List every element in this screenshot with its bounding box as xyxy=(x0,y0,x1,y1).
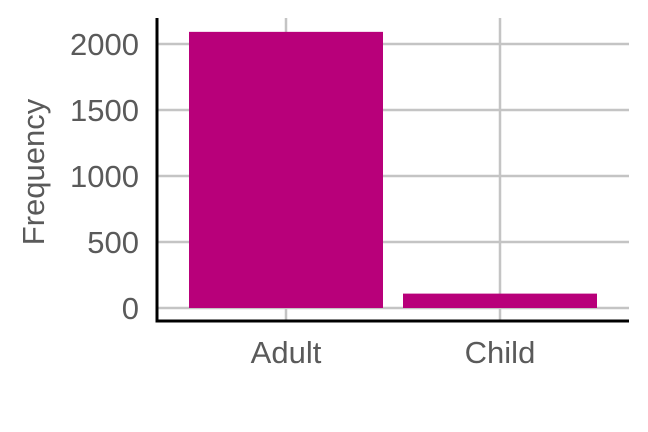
bar-child xyxy=(403,293,597,308)
bars xyxy=(189,31,597,309)
x-tick-label-child: Child xyxy=(465,335,536,370)
x-tick-label-adult: Adult xyxy=(251,335,322,370)
y-tick-label: 2000 xyxy=(70,27,139,62)
y-tick-label: 1000 xyxy=(70,159,139,194)
y-axis-title: Frequency xyxy=(16,98,51,245)
y-tick-label: 500 xyxy=(87,225,139,260)
y-tick-labels: 0 500 1000 1500 2000 xyxy=(70,27,139,326)
x-tick-labels: Adult Child xyxy=(251,335,536,370)
y-tick-label: 0 xyxy=(122,291,139,326)
y-tick-label: 1500 xyxy=(70,93,139,128)
bar-adult xyxy=(189,31,383,309)
